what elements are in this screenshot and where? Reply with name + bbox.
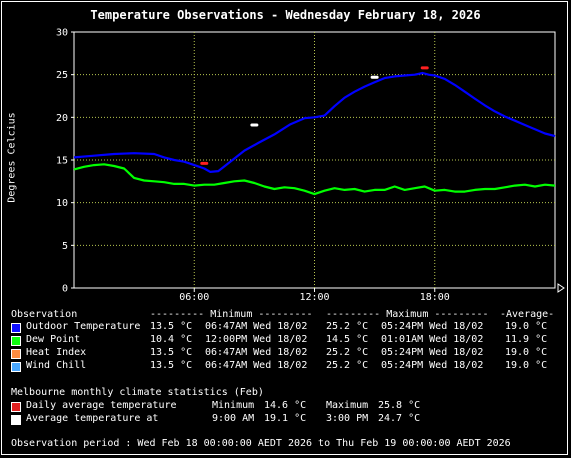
row-name: Heat Index [26, 347, 87, 358]
chart-title: Temperature Observations - Wednesday Feb… [90, 8, 481, 22]
row-max-value: 25.2 °C [326, 321, 369, 332]
row-average: 11.9 °C [505, 334, 548, 345]
row-min-time: 06:47AM Wed 18/02 [205, 360, 308, 371]
daily-average-swatch [11, 402, 21, 412]
climate-max-value: 24.7 °C [378, 413, 421, 424]
climate-label: Average temperature at [26, 413, 159, 424]
row-name: Outdoor Temperature [26, 321, 141, 332]
x-tick-label: 12:00 [299, 292, 329, 300]
climate-marker [200, 161, 209, 165]
climate-marker [420, 66, 429, 70]
climate-max-value: 25.8 °C [378, 400, 421, 411]
row-min-time: 12:00PM Wed 18/02 [205, 334, 308, 345]
row-max-value: 25.2 °C [326, 347, 369, 358]
row-min-value: 13.5 °C [150, 360, 193, 371]
y-tick-label: 5 [62, 241, 68, 252]
dew-point-swatch [11, 336, 21, 346]
row-min-value: 13.5 °C [150, 347, 193, 358]
y-tick-label: 15 [56, 156, 68, 167]
wind-chill-swatch [11, 362, 21, 372]
y-tick-label: 30 [56, 28, 68, 39]
climate-heading: Melbourne monthly climate statistics (Fe… [11, 387, 264, 398]
table-header-minimum: --------- Minimum --------- [150, 309, 313, 320]
table-header-average: -Average- [500, 309, 555, 320]
series-line-outdoor-temperature [73, 71, 556, 173]
row-min-time: 06:47AM Wed 18/02 [205, 321, 308, 332]
table-header-maximum: --------- Maximum --------- [326, 309, 489, 320]
x-axis-arrow [557, 283, 565, 293]
climate-label: Daily average temperature [26, 400, 177, 411]
row-min-time: 06:47AM Wed 18/02 [205, 347, 308, 358]
row-max-time: 05:24PM Wed 18/02 [381, 321, 484, 332]
row-max-time: 05:24PM Wed 18/02 [381, 347, 484, 358]
climate-max-label: Maximum [326, 400, 369, 411]
series-line-dew-point [73, 163, 556, 196]
table-header-observation: Observation [11, 309, 78, 320]
climate-min-label: Minimum [212, 400, 255, 411]
climate-marker [370, 75, 379, 79]
climate-marker [250, 123, 259, 127]
row-average: 19.0 °C [505, 360, 548, 371]
grid [73, 31, 556, 289]
y-tick-label: 10 [56, 198, 68, 209]
observation-period: Observation period : Wed Feb 18 00:00:00… [11, 438, 511, 449]
row-max-value: 14.5 °C [326, 334, 369, 345]
outdoor-temperature-swatch [11, 323, 21, 333]
y-tick-label: 0 [62, 284, 68, 295]
y-tick-label: 25 [56, 70, 68, 81]
average-at-time-swatch [11, 415, 21, 425]
row-name: Dew Point [26, 334, 81, 345]
series-lines [73, 71, 556, 196]
row-max-time: 05:24PM Wed 18/02 [381, 360, 484, 371]
temperature-chart: 0 5 10 15 20 25 30 06:00 12:00 18:00 [56, 28, 565, 300]
axes: 0 5 10 15 20 25 30 06:00 12:00 18:00 [56, 28, 565, 300]
heat-index-swatch [11, 349, 21, 359]
x-tick-label: 18:00 [420, 292, 450, 300]
x-tick-label: 06:00 [179, 292, 209, 300]
row-average: 19.0 °C [505, 347, 548, 358]
row-min-value: 13.5 °C [150, 321, 193, 332]
climate-min-label: 9:00 AM [212, 413, 255, 424]
row-max-value: 25.2 °C [326, 360, 369, 371]
climate-markers [200, 66, 429, 165]
row-min-value: 10.4 °C [150, 334, 193, 345]
climate-max-label: 3:00 PM [326, 413, 369, 424]
y-tick-label: 20 [56, 113, 68, 124]
row-name: Wind Chill [26, 360, 87, 371]
climate-min-value: 19.1 °C [264, 413, 307, 424]
row-average: 19.0 °C [505, 321, 548, 332]
climate-min-value: 14.6 °C [264, 400, 307, 411]
row-max-time: 01:01AM Wed 18/02 [381, 334, 484, 345]
